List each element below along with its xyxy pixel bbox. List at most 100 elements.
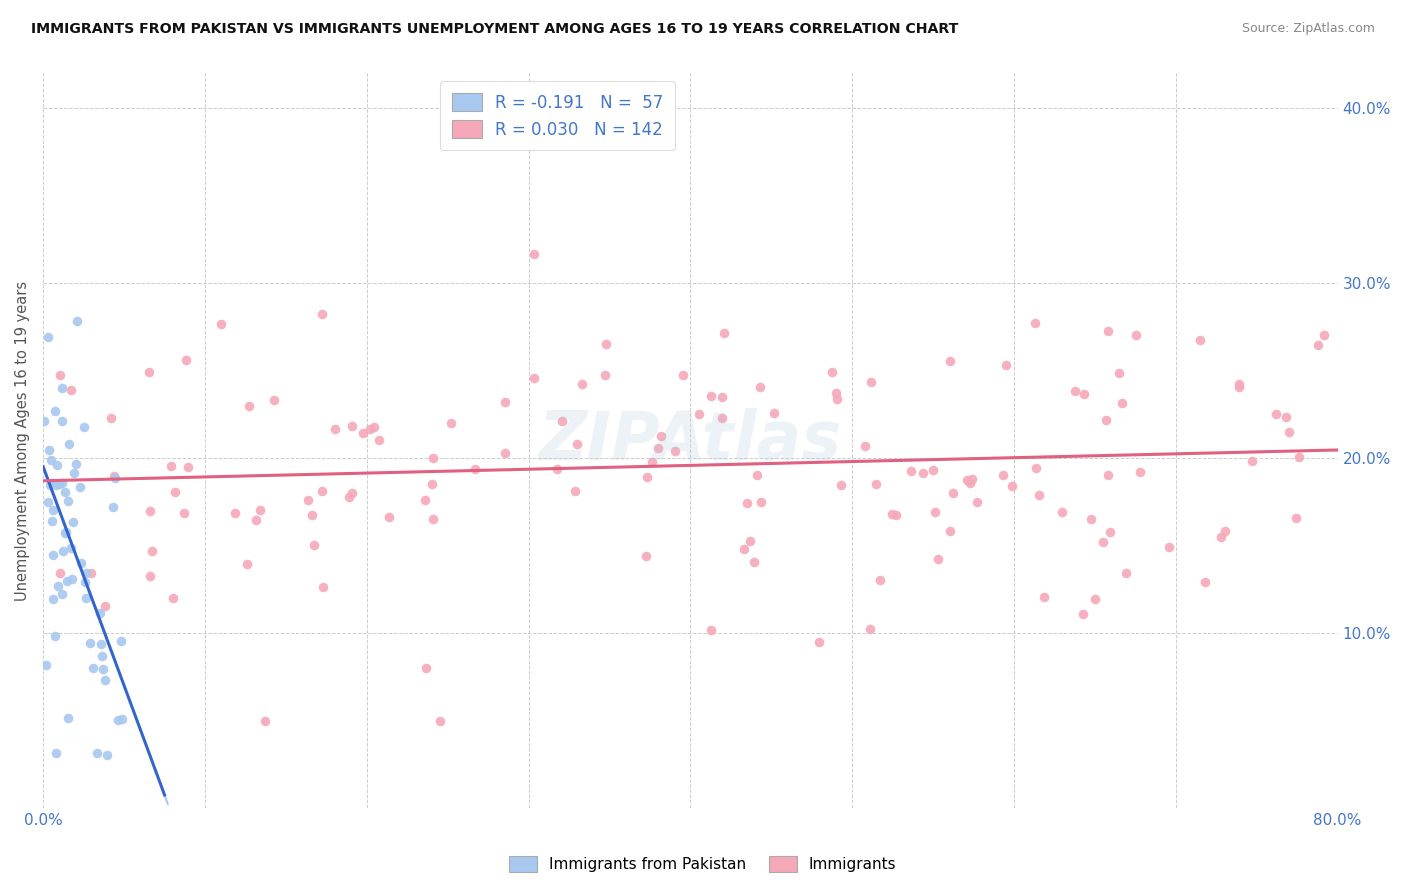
Point <box>141 544 163 558</box>
Point <box>58 436 80 450</box>
Point <box>966 495 988 509</box>
Point <box>101 500 124 515</box>
Point <box>1050 505 1073 519</box>
Point <box>56 711 79 725</box>
Point <box>254 714 277 728</box>
Point <box>636 549 658 563</box>
Point <box>51 381 73 395</box>
Point <box>337 491 360 505</box>
Point <box>911 466 934 480</box>
Point <box>1211 530 1233 544</box>
Point <box>595 336 617 351</box>
Point <box>49 566 72 580</box>
Point <box>323 422 346 436</box>
Point <box>263 392 285 407</box>
Point <box>34 414 56 428</box>
Point <box>1188 333 1211 347</box>
Point <box>733 541 755 556</box>
Point <box>1080 512 1102 526</box>
Point <box>494 446 516 460</box>
Point <box>749 495 772 509</box>
Point <box>713 326 735 341</box>
Point <box>48 579 70 593</box>
Point <box>44 629 66 643</box>
Point <box>825 385 848 400</box>
Point <box>59 541 82 555</box>
Point <box>297 492 319 507</box>
Point <box>1091 535 1114 549</box>
Point <box>1264 407 1286 421</box>
Point <box>735 496 758 510</box>
Point <box>91 662 114 676</box>
Point <box>523 246 546 260</box>
Point <box>238 399 260 413</box>
Point <box>1213 524 1236 539</box>
Point <box>422 451 444 466</box>
Point <box>593 368 616 382</box>
Point <box>1227 376 1250 391</box>
Point <box>44 403 66 417</box>
Point <box>942 485 965 500</box>
Point <box>311 307 333 321</box>
Point <box>1097 324 1119 338</box>
Point <box>860 376 883 390</box>
Point <box>1278 425 1301 439</box>
Point <box>96 747 118 762</box>
Point <box>1288 450 1310 464</box>
Point <box>1194 574 1216 589</box>
Point <box>224 506 246 520</box>
Point <box>1028 488 1050 502</box>
Point <box>641 455 664 469</box>
Point <box>880 508 903 522</box>
Point <box>311 484 333 499</box>
Point <box>39 478 62 492</box>
Point <box>956 473 979 487</box>
Point <box>763 406 786 420</box>
Point <box>858 623 880 637</box>
Point <box>827 392 849 407</box>
Point <box>45 478 67 492</box>
Point <box>69 480 91 494</box>
Point <box>564 484 586 499</box>
Point <box>80 566 103 580</box>
Point <box>960 471 983 485</box>
Point <box>1115 566 1137 581</box>
Point <box>494 395 516 409</box>
Point <box>160 458 183 473</box>
Point <box>53 526 76 541</box>
Point <box>245 513 267 527</box>
Point <box>367 433 389 447</box>
Point <box>41 503 63 517</box>
Point <box>62 516 84 530</box>
Point <box>636 469 658 483</box>
Point <box>363 420 385 434</box>
Point <box>352 426 374 441</box>
Point <box>73 575 96 590</box>
Point <box>138 504 160 518</box>
Point <box>959 475 981 490</box>
Point <box>91 648 114 663</box>
Point <box>107 714 129 728</box>
Point <box>664 444 686 458</box>
Point <box>688 408 710 422</box>
Point <box>1097 467 1119 482</box>
Point <box>1032 590 1054 604</box>
Point <box>1275 409 1298 424</box>
Point <box>301 508 323 522</box>
Point <box>1098 524 1121 539</box>
Point <box>1083 592 1105 607</box>
Point <box>567 437 589 451</box>
Point <box>1001 478 1024 492</box>
Point <box>1073 387 1095 401</box>
Point <box>311 581 333 595</box>
Point <box>46 458 69 473</box>
Point <box>75 566 97 581</box>
Point <box>747 468 769 483</box>
Point <box>1306 337 1329 351</box>
Point <box>742 555 765 569</box>
Point <box>1285 510 1308 524</box>
Point <box>927 552 949 566</box>
Point <box>1240 453 1263 467</box>
Point <box>900 464 922 478</box>
Point <box>55 524 77 539</box>
